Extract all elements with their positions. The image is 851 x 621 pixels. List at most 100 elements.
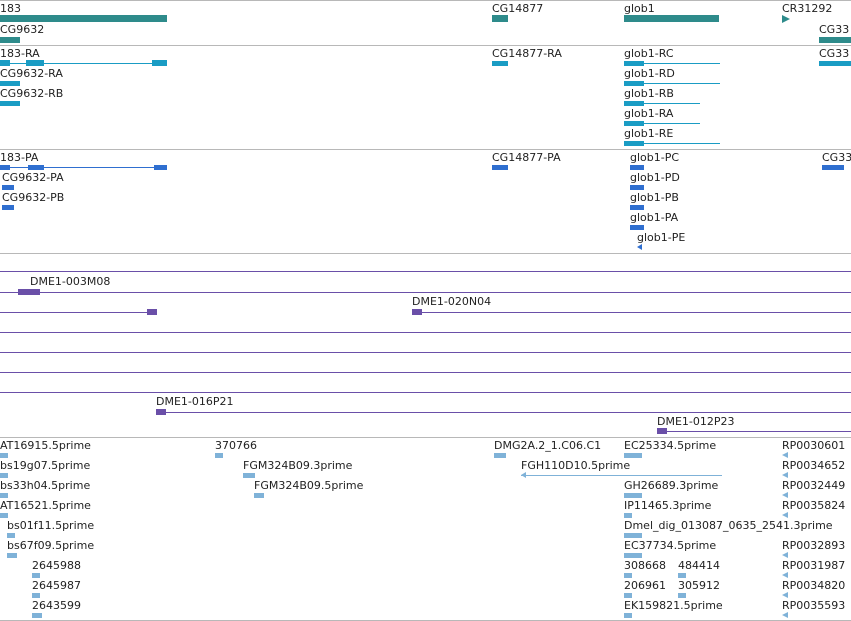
est-label[interactable]: AT16521.5prime	[0, 499, 91, 512]
protein-label[interactable]: glob1-PB	[630, 191, 679, 204]
clone-line[interactable]	[0, 271, 851, 272]
protein-label[interactable]: CG9632-PB	[2, 191, 65, 204]
est-label[interactable]: EC25334.5prime	[624, 439, 717, 452]
transcript-exon[interactable]	[624, 141, 644, 146]
est-feature[interactable]	[678, 573, 686, 578]
gene-label[interactable]: glob1	[624, 2, 655, 15]
protein-segment[interactable]	[630, 185, 644, 190]
protein-label[interactable]: glob1-PC	[630, 151, 680, 164]
gene-feature[interactable]	[624, 15, 719, 22]
protein-segment[interactable]	[822, 165, 844, 170]
gene-label[interactable]: CG33	[819, 23, 850, 36]
est-label[interactable]: 484414	[678, 559, 720, 572]
est-feature[interactable]	[7, 553, 17, 558]
protein-segment-arrow[interactable]	[637, 244, 642, 250]
est-feature[interactable]	[32, 573, 40, 578]
protein-label[interactable]: CG14877-PA	[492, 151, 561, 164]
gene-feature[interactable]	[819, 37, 851, 43]
transcript-exon[interactable]	[152, 60, 167, 66]
clone-line[interactable]	[0, 292, 851, 293]
est-feature[interactable]	[7, 533, 15, 538]
protein-label[interactable]: CG33	[822, 151, 851, 164]
est-feature-arrow[interactable]	[782, 572, 788, 578]
gene-label[interactable]: CG14877	[492, 2, 544, 15]
transcript-exon[interactable]	[0, 60, 10, 66]
transcript-exon[interactable]	[492, 61, 508, 66]
gene-label[interactable]: CG9632	[0, 23, 45, 36]
gene-feature[interactable]	[492, 15, 508, 22]
clone-label[interactable]: DME1-016P21	[156, 395, 234, 408]
protein-label[interactable]: glob1-PE	[637, 231, 686, 244]
est-feature[interactable]	[0, 493, 8, 498]
est-label[interactable]: 370766	[215, 439, 257, 452]
est-feature[interactable]	[624, 513, 632, 518]
protein-segment[interactable]	[630, 225, 644, 230]
est-label[interactable]: 2643599	[32, 599, 81, 612]
est-label[interactable]: Dmel_dig_013087_0635_2541.3prime	[624, 519, 833, 532]
est-label[interactable]: bs67f09.5prime	[7, 539, 95, 552]
est-feature-arrow[interactable]	[782, 592, 788, 598]
est-label[interactable]: EC37734.5prime	[624, 539, 717, 552]
est-label[interactable]: 305912	[678, 579, 720, 592]
protein-label[interactable]: 183-PA	[0, 151, 39, 164]
est-feature[interactable]	[0, 473, 8, 478]
protein-label[interactable]: CG9632-PA	[2, 171, 64, 184]
est-label[interactable]: FGH110D10.5prime	[521, 459, 631, 472]
transcript-exon[interactable]	[624, 121, 644, 126]
est-label[interactable]: EK159821.5prime	[624, 599, 723, 612]
est-label[interactable]: RP0032893	[782, 539, 846, 552]
est-feature[interactable]	[0, 513, 8, 518]
transcript-label[interactable]: glob1-RE	[624, 127, 674, 140]
protein-segment[interactable]	[28, 165, 44, 170]
est-label[interactable]: DMG2A.2_1.C06.C1	[494, 439, 602, 452]
transcript-label[interactable]: CG14877-RA	[492, 47, 562, 60]
est-feature[interactable]	[624, 453, 642, 458]
est-feature[interactable]	[32, 613, 42, 618]
clone-line[interactable]	[0, 352, 851, 353]
protein-segment[interactable]	[0, 165, 10, 170]
est-label[interactable]: bs01f11.5prime	[7, 519, 95, 532]
est-label[interactable]: IP11465.3prime	[624, 499, 712, 512]
protein-segment[interactable]	[630, 165, 644, 170]
gene-feature[interactable]	[0, 37, 20, 43]
est-feature[interactable]	[624, 573, 632, 578]
transcript-label[interactable]: CG9632-RB	[0, 87, 64, 100]
est-feature-arrow[interactable]	[782, 492, 788, 498]
clone-line[interactable]	[657, 431, 851, 432]
transcript-label[interactable]: glob1-RA	[624, 107, 674, 120]
est-feature[interactable]	[624, 533, 642, 538]
est-label[interactable]: GH26689.3prime	[624, 479, 719, 492]
est-feature[interactable]	[494, 453, 506, 458]
protein-segment[interactable]	[492, 165, 508, 170]
est-label[interactable]: RP0030601	[782, 439, 846, 452]
est-feature[interactable]	[254, 493, 264, 498]
transcript-label[interactable]: CG9632-RA	[0, 67, 63, 80]
clone-segment[interactable]	[156, 409, 166, 415]
est-label[interactable]: FGM324B09.3prime	[243, 459, 353, 472]
transcript-exon[interactable]	[26, 60, 44, 66]
est-feature-arrow[interactable]	[782, 552, 788, 558]
est-label[interactable]: AT16915.5prime	[0, 439, 91, 452]
transcript-label[interactable]: glob1-RB	[624, 87, 674, 100]
transcript-exon[interactable]	[624, 101, 644, 106]
protein-segment[interactable]	[630, 205, 644, 210]
gene-label[interactable]: 183	[0, 2, 21, 15]
protein-segment[interactable]	[2, 185, 14, 190]
clone-line[interactable]	[156, 412, 851, 413]
est-feature-arrow[interactable]	[521, 472, 526, 478]
transcript-label[interactable]: glob1-RD	[624, 67, 675, 80]
est-feature[interactable]	[0, 453, 8, 458]
est-label[interactable]: RP0032449	[782, 479, 846, 492]
clone-line[interactable]	[0, 372, 851, 373]
est-feature[interactable]	[624, 613, 632, 618]
est-label[interactable]: 308668	[624, 559, 666, 572]
protein-segment[interactable]	[154, 165, 167, 170]
est-feature-arrow[interactable]	[782, 612, 788, 618]
est-label[interactable]: RP0035824	[782, 499, 846, 512]
clone-line[interactable]	[0, 312, 157, 313]
est-feature-arrow[interactable]	[782, 472, 788, 478]
clone-label[interactable]: DME1-020N04	[412, 295, 492, 308]
transcript-exon[interactable]	[0, 101, 20, 106]
est-feature-arrow[interactable]	[782, 452, 788, 458]
clone-segment[interactable]	[412, 309, 422, 315]
